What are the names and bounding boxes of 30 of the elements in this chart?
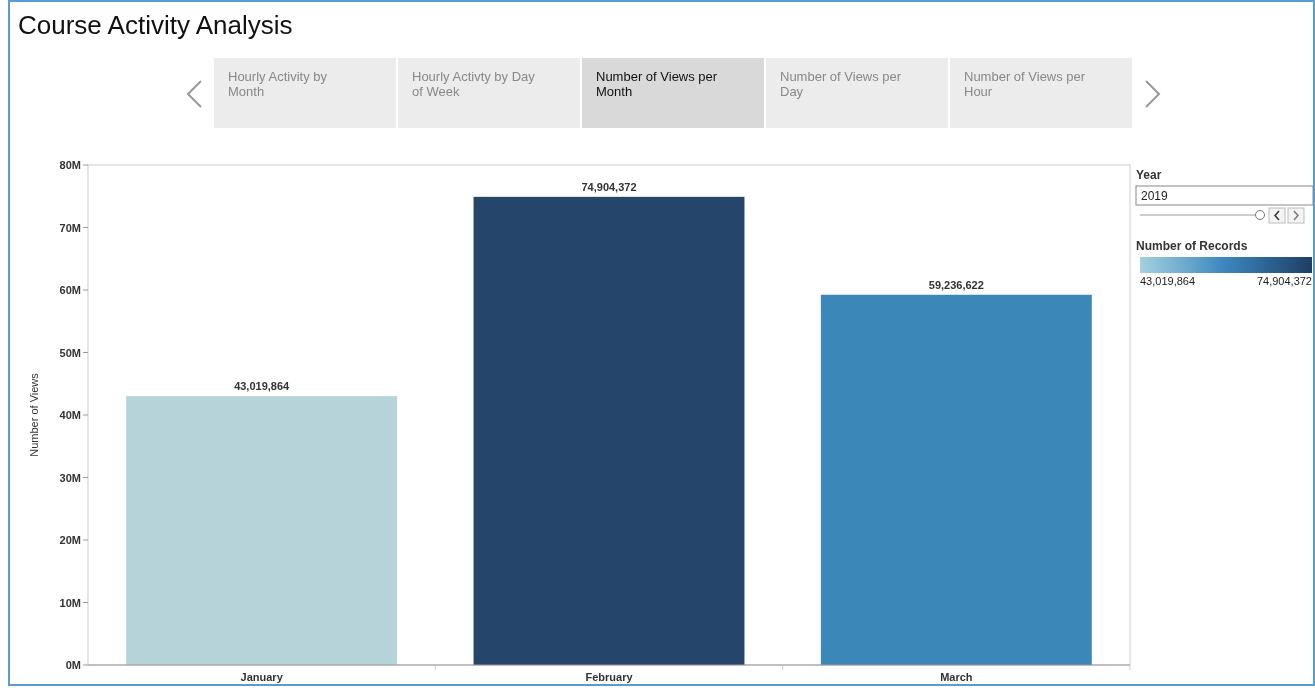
color-bar-title: Number of Records [1136, 239, 1248, 253]
y-tick-label: 70M [59, 221, 81, 234]
y-axis-title: Number of Views [28, 372, 40, 457]
y-tick-label: 30M [59, 471, 81, 484]
y-tick-label: 20M [59, 534, 81, 546]
color-bar-label: 43,019,864 [1140, 275, 1196, 287]
text: Hourly Activty by Day of Week [412, 69, 536, 99]
x-tick-label: January [240, 671, 284, 683]
bar [126, 396, 398, 665]
bar [820, 294, 1092, 665]
y-tick-label: 80M [59, 159, 81, 171]
text: Number of Views per Hour [964, 69, 1086, 99]
data-label: 43,019,864 [234, 380, 291, 393]
text: Year [1136, 168, 1162, 182]
text: Number of Views per Month [596, 69, 718, 99]
bar [473, 196, 745, 665]
chart-title: Course Activity Analysis [18, 10, 293, 40]
y-tick-label: 10M [59, 596, 81, 609]
y-tick-label: 0M [65, 659, 81, 671]
y-tick-label: 40M [59, 409, 81, 421]
data-label: 59,236,622 [928, 278, 984, 291]
y-tick-label: 50M [59, 346, 81, 359]
color-bar-label: 74,904,372 [1256, 275, 1312, 287]
data-label: 74,904,372 [581, 180, 637, 193]
x-tick-label: March [940, 671, 973, 683]
y-tick-label: 60M [59, 284, 81, 296]
text: Number of Views per Day [780, 69, 902, 99]
x-tick-label: February [585, 671, 634, 683]
text: 2019 [1141, 189, 1169, 203]
text: Hourly Activity by Month [228, 69, 328, 99]
